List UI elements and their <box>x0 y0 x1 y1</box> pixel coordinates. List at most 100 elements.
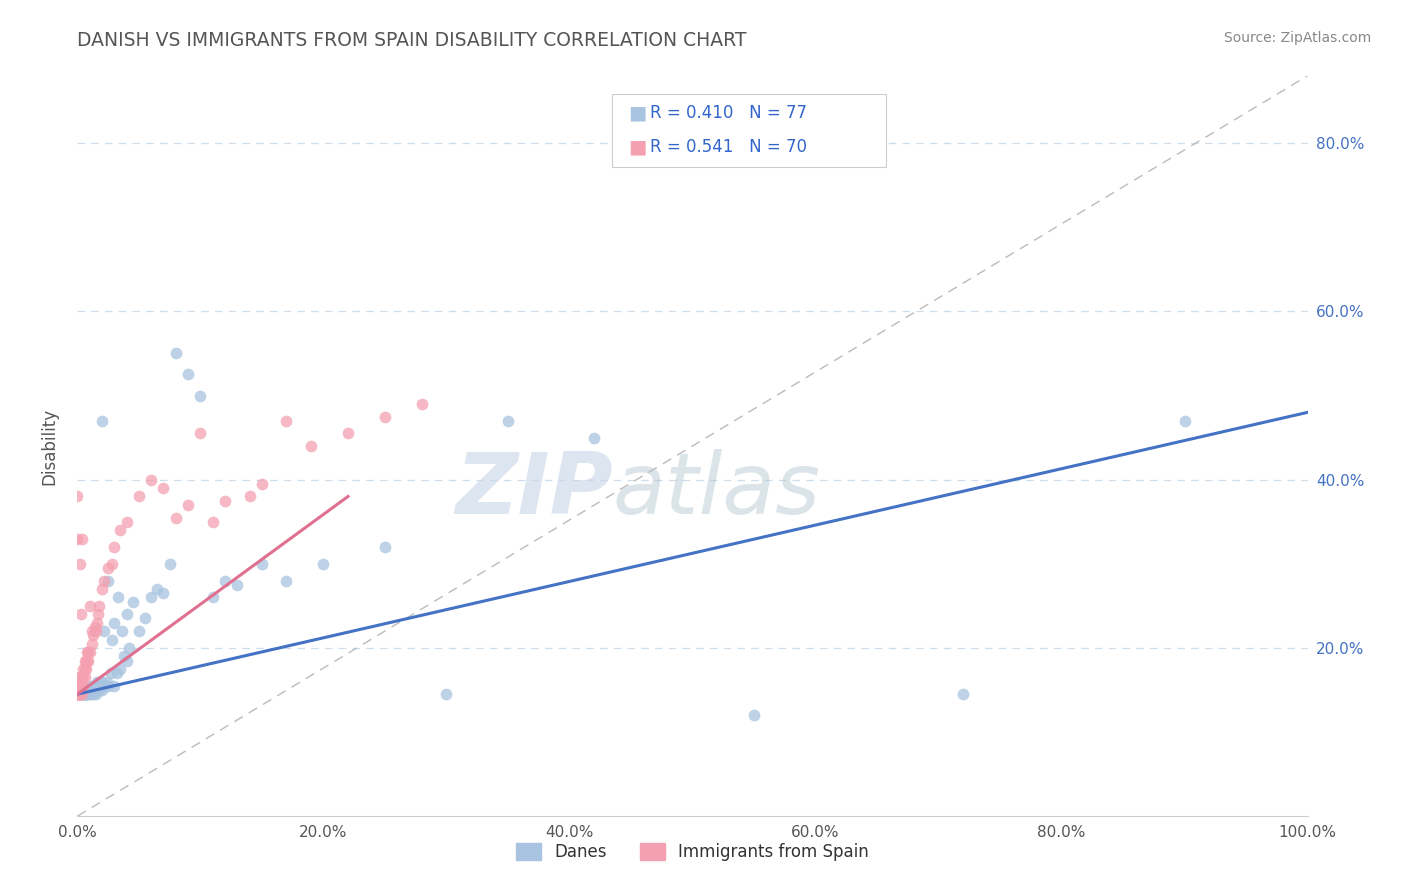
Point <box>115 607 138 622</box>
Point <box>75 662 97 676</box>
Point <box>250 557 273 571</box>
Point <box>97 574 120 588</box>
Point <box>86 674 108 689</box>
Point <box>111 624 132 639</box>
Point <box>436 687 458 701</box>
Point <box>76 645 98 659</box>
Point <box>70 687 93 701</box>
Point <box>96 674 118 689</box>
Point <box>118 640 141 655</box>
Point <box>70 687 93 701</box>
Point <box>70 532 93 546</box>
Point <box>70 687 93 701</box>
Point <box>374 409 396 424</box>
Point <box>82 687 104 701</box>
Point <box>67 683 90 698</box>
Point <box>93 624 115 639</box>
Point <box>87 607 110 622</box>
Point <box>77 654 100 668</box>
Text: ■: ■ <box>628 103 647 123</box>
Point <box>66 687 89 701</box>
Point <box>89 683 111 698</box>
Point <box>100 666 122 681</box>
Point <box>67 687 90 701</box>
Point <box>97 679 120 693</box>
Point <box>141 591 163 605</box>
Point <box>69 687 91 701</box>
Point <box>105 666 128 681</box>
Point <box>214 493 236 508</box>
Point <box>79 679 101 693</box>
Point <box>103 540 125 554</box>
Point <box>76 654 98 668</box>
Point <box>276 574 298 588</box>
Point <box>66 679 89 693</box>
Point <box>72 679 94 693</box>
Point <box>90 679 112 693</box>
Point <box>66 532 89 546</box>
Point <box>72 687 94 701</box>
Point <box>152 586 174 600</box>
Point <box>97 561 120 575</box>
Point <box>79 645 101 659</box>
Point <box>69 687 91 701</box>
Point <box>276 414 298 428</box>
Point <box>103 679 125 693</box>
Point <box>69 687 91 701</box>
Point <box>77 645 100 659</box>
Point <box>70 670 93 684</box>
Point <box>583 431 606 445</box>
Point <box>496 414 519 428</box>
Point <box>86 683 108 698</box>
Point <box>72 662 94 676</box>
Point <box>110 662 132 676</box>
Point <box>82 683 104 698</box>
Point <box>77 687 100 701</box>
Point <box>83 620 105 634</box>
Point <box>75 654 97 668</box>
Point <box>128 490 150 504</box>
Point <box>67 670 90 684</box>
Point <box>374 540 396 554</box>
Point <box>312 557 335 571</box>
Point <box>101 557 124 571</box>
Text: DANISH VS IMMIGRANTS FROM SPAIN DISABILITY CORRELATION CHART: DANISH VS IMMIGRANTS FROM SPAIN DISABILI… <box>77 31 747 50</box>
Point <box>165 510 187 524</box>
Point <box>146 582 169 596</box>
Point <box>90 582 114 596</box>
Point <box>93 679 115 693</box>
Point <box>177 498 200 512</box>
Point <box>250 476 273 491</box>
Point <box>79 687 101 701</box>
Point <box>66 687 89 701</box>
Point <box>73 687 96 701</box>
Point <box>75 687 97 701</box>
Text: R = 0.541   N = 70: R = 0.541 N = 70 <box>650 138 807 156</box>
Point <box>115 654 138 668</box>
Point <box>87 679 110 693</box>
Point <box>67 687 90 701</box>
Point <box>66 687 89 701</box>
Point <box>83 683 105 698</box>
Point <box>188 426 212 441</box>
Point <box>84 687 107 701</box>
Point <box>159 557 181 571</box>
Point <box>121 594 143 608</box>
Text: ■: ■ <box>628 137 647 157</box>
Point <box>82 679 104 693</box>
Point <box>152 481 174 495</box>
Point <box>72 687 94 701</box>
Point <box>84 624 107 639</box>
Y-axis label: Disability: Disability <box>41 408 59 484</box>
Point <box>90 674 114 689</box>
Text: atlas: atlas <box>613 449 821 532</box>
Point <box>165 346 187 360</box>
Point <box>82 628 104 642</box>
Point <box>89 674 111 689</box>
Point <box>84 679 107 693</box>
Point <box>79 599 101 613</box>
Point <box>742 708 765 723</box>
Point <box>110 523 132 537</box>
Point <box>72 670 94 684</box>
Point <box>201 591 224 605</box>
